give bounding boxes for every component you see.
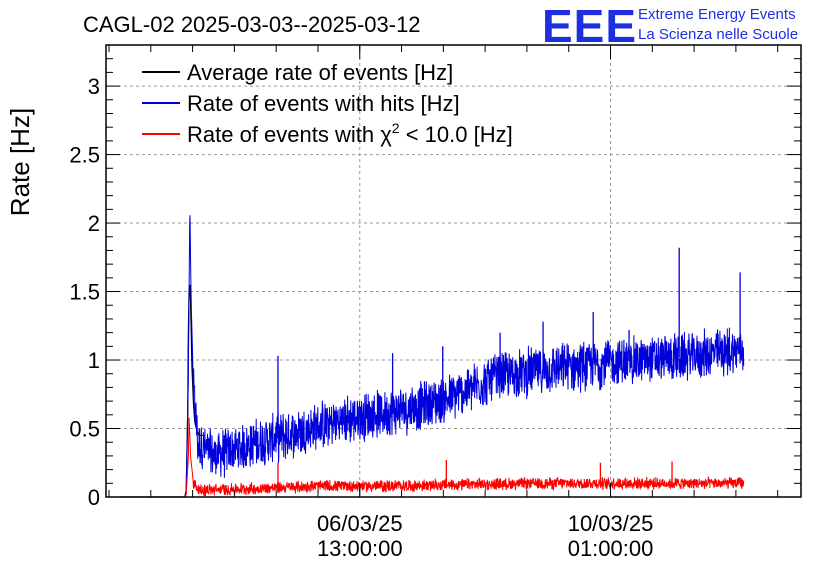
y-tick-label-6: 3 bbox=[88, 74, 100, 99]
y-tick-label-4: 2 bbox=[88, 211, 100, 236]
eee-logo-line1: Extreme Energy Events bbox=[638, 6, 796, 23]
eee-logo-mark: EEE bbox=[542, 0, 637, 52]
y-tick-label-1: 0.5 bbox=[69, 417, 100, 442]
legend-chi2-symbol: χ bbox=[380, 122, 392, 147]
legend: Average rate of events [Hz] Rate of even… bbox=[142, 60, 513, 147]
x-tick-date-0: 06/03/25 bbox=[317, 511, 403, 536]
series-chi2-line bbox=[120, 417, 745, 498]
x-tick-time-0: 13:00:00 bbox=[317, 536, 403, 561]
plot-border bbox=[105, 44, 802, 498]
y-tick-label-2: 1 bbox=[88, 348, 100, 373]
chart-title: CAGL-02 2025-03-03--2025-03-12 bbox=[83, 12, 421, 37]
legend-label-chi2: Rate of events with χ2 < 10.0 [Hz] bbox=[187, 120, 513, 147]
y-axis-label: Rate [Hz] bbox=[5, 108, 35, 216]
eee-logo: EEE Extreme Energy Events La Scienza nel… bbox=[542, 0, 798, 52]
y-axis: 0 0.5 1 1.5 2 2.5 3 bbox=[69, 58, 801, 510]
y-tick-label-3: 1.5 bbox=[69, 280, 100, 305]
legend-chi2-prefix: Rate of events with bbox=[187, 122, 380, 147]
legend-label-average: Average rate of events [Hz] bbox=[187, 60, 453, 85]
grid-lines bbox=[106, 45, 801, 497]
y-tick-label-5: 2.5 bbox=[69, 143, 100, 168]
eee-logo-line2: La Scienza nelle Scuole bbox=[638, 26, 798, 43]
legend-chi2-suffix: < 10.0 [Hz] bbox=[400, 122, 513, 147]
series-layer bbox=[120, 215, 745, 498]
series-hits-line bbox=[120, 215, 745, 498]
series-average-line bbox=[120, 284, 203, 498]
plot-frame bbox=[105, 44, 802, 498]
x-tick-time-1: 01:00:00 bbox=[568, 536, 654, 561]
legend-chi2-sup: 2 bbox=[392, 120, 400, 136]
y-tick-label-0: 0 bbox=[88, 485, 100, 510]
legend-label-hits: Rate of events with hits [Hz] bbox=[187, 91, 460, 116]
x-tick-date-1: 10/03/25 bbox=[568, 511, 654, 536]
